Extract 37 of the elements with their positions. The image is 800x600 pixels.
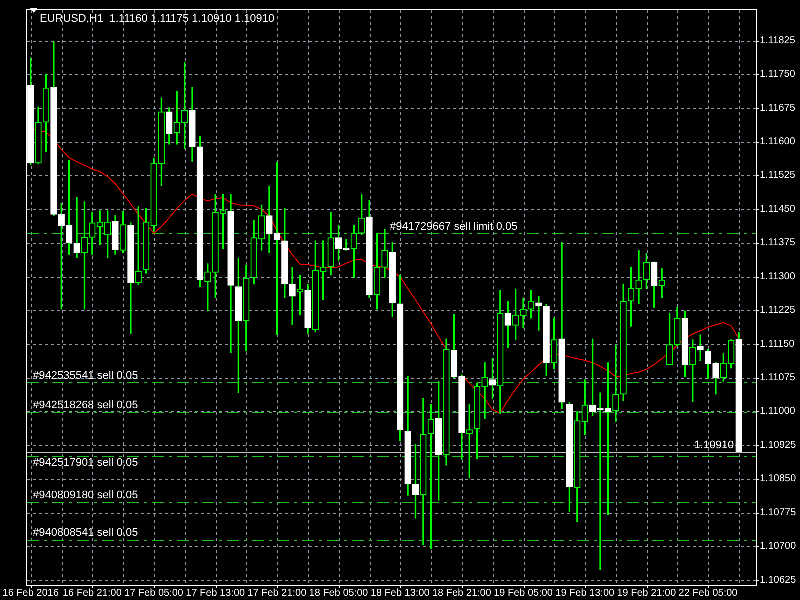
x-tick-label: 16 Feb 2016 xyxy=(2,588,60,599)
y-tick-label: 1.11000 xyxy=(760,406,796,418)
ref-line-label: #940809180 sell 0.05 xyxy=(33,489,138,502)
y-tick-label: 1.11600 xyxy=(760,136,796,148)
ref-line-label: #940808541 sell 0.05 xyxy=(33,527,138,540)
x-tick-label: 19 Feb 05:00 xyxy=(494,588,554,599)
ref-line-label: #942518268 sell 0.05 xyxy=(33,399,138,412)
x-tick-label: 22 Feb 05:00 xyxy=(678,588,738,599)
ref-line-label: #941729667 sell limit 0.05 xyxy=(390,220,518,233)
ref-line-label: #942535541 sell 0.05 xyxy=(33,370,138,382)
x-tick-label: 18 Feb 21:00 xyxy=(432,588,492,599)
x-tick-label: 18 Feb 13:00 xyxy=(370,588,430,599)
y-tick-label: 1.10700 xyxy=(760,541,797,552)
y-tick-label: 1.11225 xyxy=(760,305,796,316)
y-tick-label: 1.10625 xyxy=(760,574,797,586)
x-tick-label: 19 Feb 21:00 xyxy=(617,588,677,599)
y-tick-label: 1.10775 xyxy=(760,507,797,518)
x-tick-label: 17 Feb 13:00 xyxy=(186,588,246,599)
x-tick-label: 17 Feb 05:00 xyxy=(124,588,184,599)
y-tick-label: 1.10850 xyxy=(760,474,797,485)
x-tick-label: 18 Feb 05:00 xyxy=(309,588,369,599)
y-tick-label: 1.11075 xyxy=(760,372,796,384)
x-tick-label: 16 Feb 21:00 xyxy=(62,588,122,599)
y-tick-label: 1.11375 xyxy=(760,238,796,249)
y-tick-label: 1.11300 xyxy=(760,271,796,282)
y-tick-label: 1.10925 xyxy=(760,440,797,451)
y-tick-label: 1.11525 xyxy=(760,170,796,182)
y-tick-label: 1.11825 xyxy=(760,35,796,46)
y-tick-label: 1.11675 xyxy=(760,102,796,114)
y-tick-label: 1.11450 xyxy=(760,204,796,215)
y-tick-label: 1.11150 xyxy=(760,338,796,350)
chart-title: EURUSD,H1 1.11160 1.11175 1.10910 1.10910 xyxy=(40,13,275,26)
x-tick-label: 17 Feb 21:00 xyxy=(248,588,308,599)
ref-line-label: #942517901 sell 0.05 xyxy=(33,456,138,469)
y-tick-label: 1.11750 xyxy=(760,69,796,80)
ref-line-label: 1.10910 xyxy=(694,439,734,452)
x-tick-label: 19 Feb 13:00 xyxy=(556,588,616,599)
